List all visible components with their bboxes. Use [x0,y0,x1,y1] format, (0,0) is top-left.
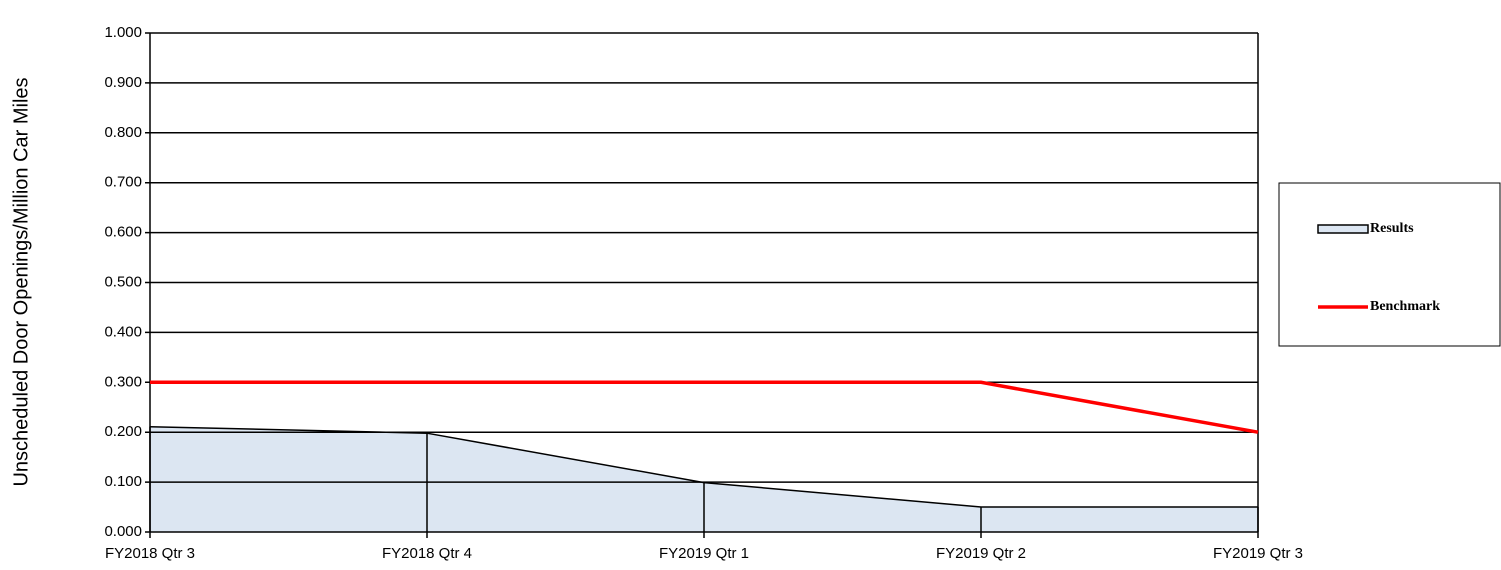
legend-label: Results [1370,221,1414,236]
y-axis-title: Unscheduled Door Openings/Million Car Mi… [10,77,32,486]
y-tick-label: 0.600 [104,224,142,241]
y-tick-label: 0.200 [104,423,142,440]
y-tick-label: 0.100 [104,473,142,490]
y-tick-label: 0.800 [104,124,142,141]
x-tick-label: FY2018 Qtr 3 [105,545,195,562]
y-tick-label: 0.900 [104,74,142,91]
legend-label: Benchmark [1370,299,1440,314]
y-tick-label: 0.000 [104,523,142,540]
y-tick-label: 0.300 [104,373,142,390]
x-tick-label: FY2018 Qtr 4 [382,545,472,562]
x-tick-label: FY2019 Qtr 2 [936,545,1026,562]
legend [1278,182,1501,347]
x-tick-label: FY2019 Qtr 3 [1213,545,1303,562]
y-tick-label: 0.500 [104,273,142,290]
legend-swatch [1317,224,1369,234]
y-tick-label: 0.400 [104,323,142,340]
line [150,380,1259,434]
x-tick-label: FY2019 Qtr 1 [659,545,749,562]
y-tick-label: 1.000 [104,24,142,41]
y-tick-label: 0.700 [104,174,142,191]
